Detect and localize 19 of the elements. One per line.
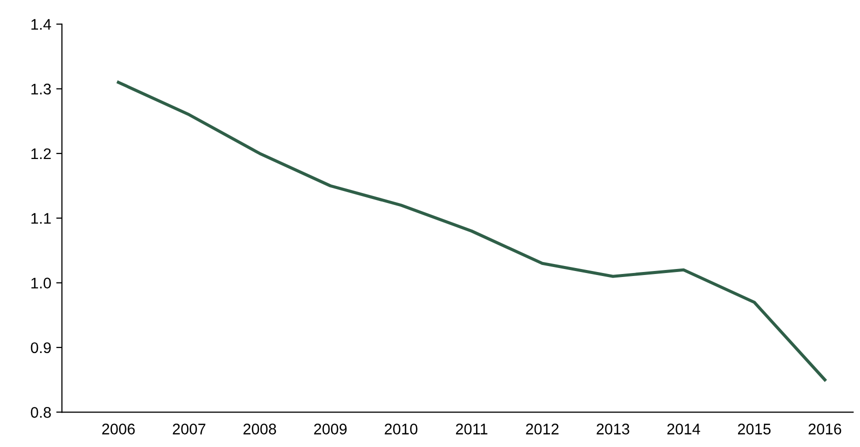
x-tick-label: 2013 — [596, 424, 630, 434]
x-tick-label: 2006 — [102, 424, 135, 434]
y-tick-label: 0.8 — [30, 407, 51, 418]
x-tick-label: 2015 — [738, 424, 771, 434]
y-tick-label: 1.2 — [31, 148, 51, 160]
y-tick-label: 0.9 — [30, 342, 51, 354]
x-tick-label: 2012 — [526, 424, 559, 434]
x-tick-label: 2007 — [172, 424, 206, 434]
x-tick-label: 2009 — [314, 424, 347, 434]
y-tick-label: 1.1 — [31, 213, 51, 224]
x-tick-label: 2014 — [667, 424, 700, 434]
x-tick-label: 2016 — [808, 424, 842, 434]
y-tick-label: 1.3 — [31, 84, 51, 94]
line-series — [116, 80, 826, 382]
x-tick-label: 2008 — [243, 424, 276, 434]
x-tick-label: 2010 — [384, 424, 418, 434]
x-tick-label: 2011 — [456, 424, 488, 434]
y-tick-label: 1.4 — [31, 19, 52, 30]
y-tick-label: 1.0 — [31, 278, 51, 288]
